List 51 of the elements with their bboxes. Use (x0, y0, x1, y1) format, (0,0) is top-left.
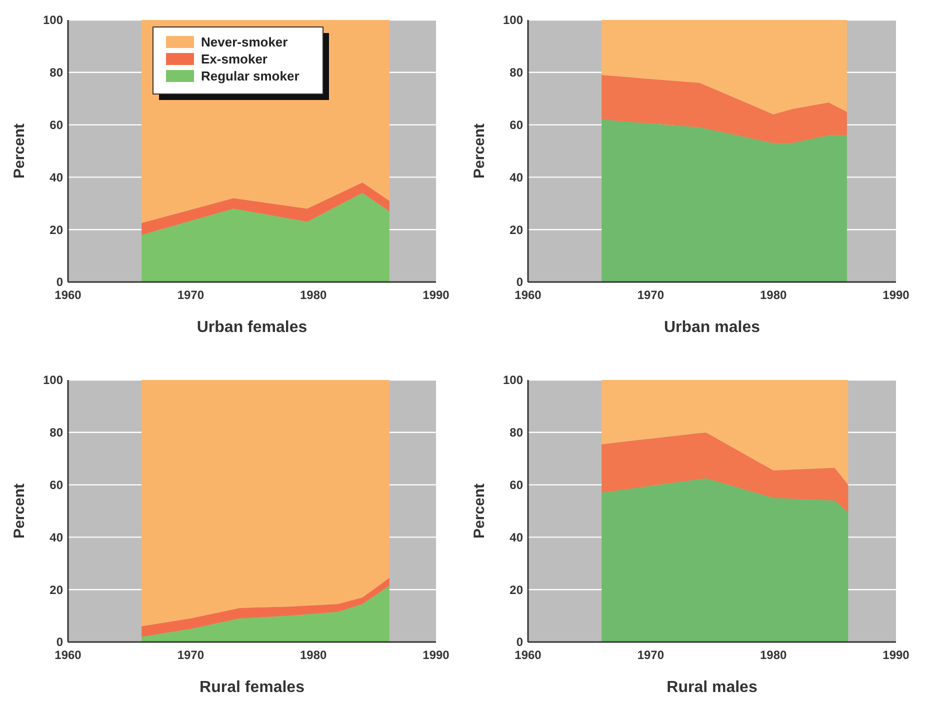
y-tick-label: 100 (502, 13, 524, 28)
legend-label: Never-smoker (201, 34, 288, 50)
x-tick-label: 1990 (422, 288, 450, 302)
text: Urban females (196, 319, 308, 336)
y-tick-label: 20 (510, 582, 524, 597)
y-tick-label: 100 (42, 13, 64, 28)
x-tick-label: 1960 (54, 648, 82, 662)
y-tick-label: 80 (50, 426, 64, 440)
legend-label: Regular smoker (201, 68, 300, 84)
y-tick-label: 80 (50, 66, 64, 80)
y-tick-label: 20 (510, 222, 524, 237)
x-tick-label: 1960 (514, 648, 542, 662)
y-tick-label: 20 (50, 582, 64, 597)
y-tick-label: 60 (510, 118, 524, 132)
y-axis-title: Percent (471, 123, 488, 179)
y-tick-label: 40 (510, 530, 524, 544)
x-tick-label: 1970 (177, 288, 204, 302)
y-tick-label: 80 (510, 66, 524, 80)
text: Urban males (664, 319, 760, 336)
x-tick-label: 1990 (422, 648, 450, 662)
y-tick-label: 80 (510, 426, 524, 440)
x-tick-label: 1980 (300, 288, 328, 302)
x-tick-label: 1970 (637, 288, 664, 302)
y-tick-label: 40 (510, 170, 524, 184)
y-tick-label: 60 (50, 118, 64, 132)
y-tick-label: 100 (42, 373, 64, 388)
y-tick-label: 0 (516, 275, 524, 290)
y-tick-label: 40 (50, 530, 64, 544)
x-tick-label: 1970 (637, 648, 664, 662)
y-tick-label: 40 (50, 170, 64, 184)
x-tick-label: 1980 (760, 648, 788, 662)
x-tick-label: 1980 (300, 648, 328, 662)
x-tick-label: 1990 (882, 288, 910, 302)
y-tick-label: 100 (502, 373, 524, 388)
y-tick-label: 0 (516, 635, 524, 650)
x-tick-label: 1980 (760, 288, 788, 302)
y-tick-label: 20 (50, 222, 64, 237)
y-tick-label: 0 (56, 275, 64, 290)
x-tick-label: 1990 (882, 648, 910, 662)
y-axis-title: Percent (11, 483, 28, 539)
text: Rural females (200, 679, 305, 696)
y-tick-label: 60 (510, 478, 524, 492)
y-axis-title: Percent (11, 123, 28, 179)
y-axis-title: Percent (471, 483, 488, 539)
legend-label: Ex-smoker (201, 52, 268, 67)
x-tick-label: 1960 (514, 288, 542, 302)
y-tick-label: 60 (50, 478, 64, 492)
y-tick-label: 0 (56, 635, 64, 650)
text: Rural males (666, 679, 758, 696)
x-tick-label: 1970 (177, 648, 204, 662)
x-tick-label: 1960 (54, 288, 82, 302)
